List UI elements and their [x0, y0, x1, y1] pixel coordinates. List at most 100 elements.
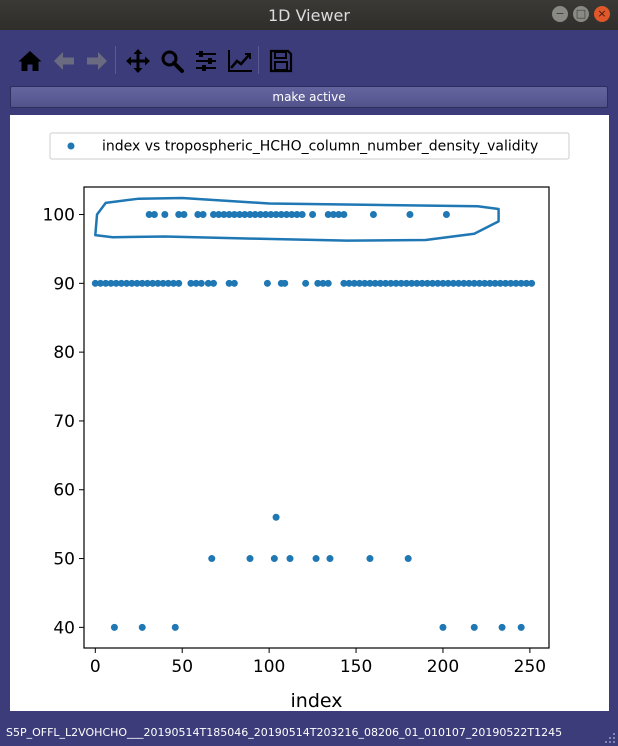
data-point	[382, 279, 390, 287]
make-active-button[interactable]: make active	[10, 86, 608, 108]
data-point	[345, 279, 353, 287]
data-point	[164, 279, 172, 287]
data-point	[288, 211, 296, 219]
x-tick-label: 250	[514, 657, 546, 677]
data-point	[413, 279, 421, 287]
data-point	[444, 279, 452, 287]
data-point	[117, 279, 125, 287]
data-point	[434, 279, 442, 287]
data-point	[319, 279, 327, 287]
data-point	[170, 279, 178, 287]
data-point	[429, 279, 437, 287]
home-button[interactable]	[16, 47, 44, 75]
data-point	[302, 279, 310, 287]
pan-icon	[126, 49, 150, 73]
close-button[interactable]: ×	[594, 6, 610, 22]
y-tick-label: 80	[53, 343, 75, 363]
back-button[interactable]	[50, 47, 78, 75]
data-point	[406, 211, 414, 219]
data-point	[512, 279, 520, 287]
data-point	[439, 623, 447, 631]
data-point	[309, 211, 317, 219]
data-point	[192, 279, 200, 287]
data-point	[402, 279, 410, 287]
data-point	[329, 211, 337, 219]
data-point	[312, 555, 320, 563]
data-point	[397, 279, 405, 287]
data-point	[465, 279, 473, 287]
data-point	[241, 211, 249, 219]
resize-grip-icon[interactable]	[604, 732, 616, 744]
data-point	[392, 279, 400, 287]
data-point	[246, 555, 254, 563]
data-point	[498, 623, 506, 631]
configure-subplots-button[interactable]	[192, 47, 220, 75]
y-tick-label: 90	[53, 274, 75, 294]
data-point	[110, 623, 118, 631]
legend-label: index vs tropospheric_HCHO_column_number…	[102, 139, 538, 155]
data-point	[340, 211, 348, 219]
data-point	[486, 279, 494, 287]
data-point	[225, 211, 233, 219]
forward-button[interactable]	[83, 47, 111, 75]
data-point	[150, 211, 158, 219]
x-axis-label: index	[291, 690, 343, 711]
data-point	[246, 211, 254, 219]
data-point	[442, 211, 450, 219]
data-point	[225, 279, 233, 287]
data-point	[522, 279, 530, 287]
y-tick-label: 50	[53, 550, 75, 570]
window-controls: − □ ×	[552, 6, 610, 22]
title-bar: 1D Viewer − □ ×	[0, 0, 618, 30]
data-point	[91, 279, 99, 287]
data-point	[517, 623, 525, 631]
scatter-chart: index vs tropospheric_HCHO_column_number…	[43, 132, 570, 712]
back-arrow-icon	[54, 52, 74, 70]
data-point	[270, 555, 278, 563]
data-point	[470, 279, 478, 287]
data-point	[256, 211, 264, 219]
data-point	[215, 211, 223, 219]
legend-marker	[67, 142, 75, 150]
data-point	[262, 211, 270, 219]
data-point	[475, 279, 483, 287]
y-tick-label: 70	[53, 412, 75, 432]
plot-area-frame	[83, 186, 550, 649]
data-point	[507, 279, 515, 287]
edit-axes-icon	[228, 50, 252, 72]
data-point	[324, 279, 332, 287]
save-button[interactable]	[267, 47, 295, 75]
data-point	[366, 555, 374, 563]
data-point	[197, 279, 205, 287]
configure-subplots-icon	[196, 51, 216, 71]
data-point	[230, 211, 238, 219]
data-point	[208, 555, 216, 563]
pan-button[interactable]	[124, 47, 152, 75]
data-point	[154, 279, 162, 287]
data-point	[251, 211, 259, 219]
data-point	[361, 279, 369, 287]
data-point	[408, 279, 416, 287]
edit-axes-button[interactable]	[226, 47, 254, 75]
data-point	[210, 279, 218, 287]
data-point	[418, 279, 426, 287]
data-point	[496, 279, 504, 287]
save-icon	[269, 49, 293, 73]
maximize-button[interactable]: □	[573, 6, 589, 22]
x-tick-label: 150	[340, 657, 372, 677]
data-point	[528, 279, 536, 287]
data-point	[455, 279, 463, 287]
data-point	[283, 211, 291, 219]
zoom-button[interactable]	[158, 47, 186, 75]
data-point	[128, 279, 136, 287]
data-point	[324, 211, 332, 219]
data-point	[366, 279, 374, 287]
y-tick-label: 100	[43, 206, 75, 226]
y-tick-label: 40	[53, 618, 75, 638]
minimize-button[interactable]: −	[552, 6, 568, 22]
data-point	[171, 623, 179, 631]
data-point	[159, 279, 167, 287]
data-point	[107, 279, 115, 287]
plot-canvas[interactable]: index vs tropospheric_HCHO_column_number…	[10, 115, 609, 712]
data-point	[502, 279, 510, 287]
